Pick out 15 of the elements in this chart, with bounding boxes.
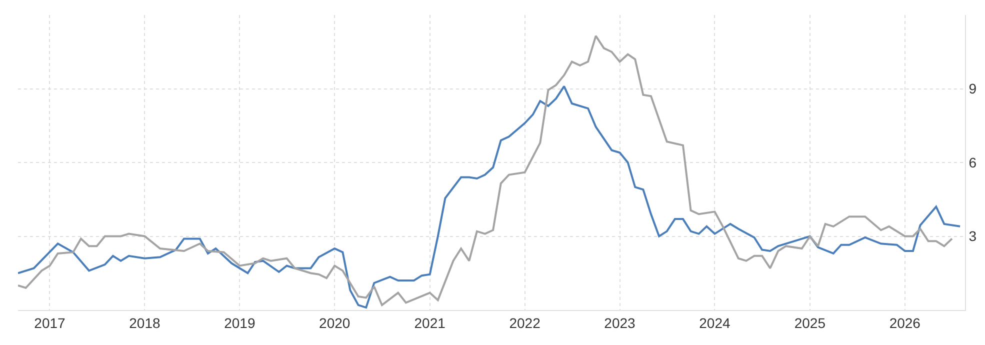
x-tick-label: 2019 xyxy=(224,314,256,331)
x-tick-label: 2018 xyxy=(129,314,160,331)
x-tick-label: 2021 xyxy=(414,314,446,331)
y-tick-label: 6 xyxy=(968,154,977,170)
x-tick-label: 2025 xyxy=(794,314,826,331)
x-tick-label: 2022 xyxy=(509,314,541,331)
line-series xyxy=(18,85,962,309)
y-tick-label: 3 xyxy=(968,228,977,244)
x-tick-label: 2026 xyxy=(889,314,921,331)
x-tick-label: 2020 xyxy=(319,314,350,331)
line-series xyxy=(18,34,953,306)
y-tick-label: 9 xyxy=(968,80,977,97)
x-tick-label: 2023 xyxy=(604,314,636,331)
x-tick-label: 2024 xyxy=(699,314,730,331)
x-tick-label: 2017 xyxy=(34,314,66,331)
